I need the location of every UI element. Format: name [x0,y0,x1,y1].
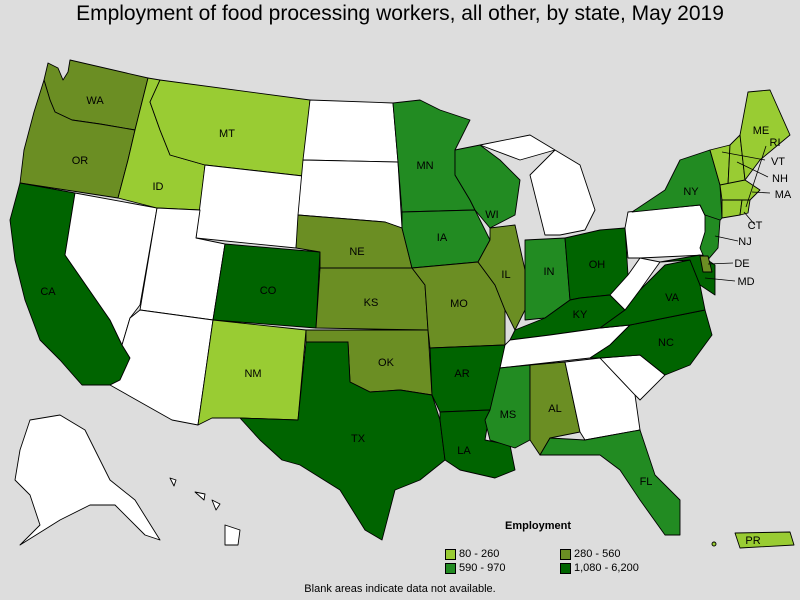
state-ct[interactable] [721,199,743,219]
state-ri[interactable] [739,199,751,216]
legend-swatch [560,548,571,560]
label-ne: NE [349,246,364,258]
label-mo: MO [450,298,468,310]
label-ar: AR [454,368,469,380]
label-ks: KS [364,297,379,309]
label-ct: CT [748,220,763,232]
state-mi[interactable] [479,134,596,236]
label-ky: KY [573,309,588,321]
label-co: CO [260,285,277,297]
legend-label: 590 - 970 [459,562,506,574]
label-md: MD [737,276,754,288]
label-nc: NC [658,337,674,349]
legend-title: Employment [505,520,572,532]
label-fl: FL [640,476,653,488]
state-ak[interactable] [14,414,161,546]
legend-item: 80 - 260 [445,548,499,560]
legend-swatch [445,562,456,574]
label-il: IL [501,269,510,281]
callout-lines [704,145,771,282]
state-de[interactable] [699,255,713,273]
legend-swatch [445,548,456,560]
label-vt: VT [771,156,785,168]
state-il[interactable] [477,224,526,331]
state-tx[interactable] [239,341,446,541]
label-ca: CA [40,286,56,298]
label-wi: WI [485,209,498,221]
label-nh: NH [772,173,788,185]
label-de: DE [734,258,749,270]
label-id: ID [153,181,164,193]
label-al: AL [548,403,561,415]
label-ny: NY [683,186,699,198]
state-nd[interactable] [302,99,399,163]
label-wa: WA [86,95,104,107]
label-ma: MA [775,189,792,201]
label-nm: NM [244,368,261,380]
map-title: Employment of food processing workers, a… [76,2,724,25]
label-pr: PR [745,535,760,547]
state-pr[interactable] [734,531,795,549]
legend-label: 80 - 260 [459,548,500,560]
state-hi[interactable] [169,477,241,546]
label-oh: OH [589,259,606,271]
state-fl[interactable] [539,429,681,536]
state-wy[interactable] [195,164,304,249]
state-nc[interactable] [589,309,713,376]
label-ok: OK [378,357,395,369]
legend-item: 280 - 560 [560,548,620,560]
label-va: VA [665,292,680,304]
label-in: IN [544,266,555,278]
legend-item: 1,080 - 6,200 [560,562,639,574]
label-nj: NJ [738,236,751,248]
label-me: ME [753,125,770,137]
label-ri: RI [770,137,781,149]
label-ia: IA [437,232,448,244]
label-ms: MS [500,409,517,421]
legend-item: 590 - 970 [445,562,505,574]
label-tx: TX [351,433,366,445]
legend-label: 1,080 - 6,200 [574,562,639,574]
legend-label: 280 - 560 [574,548,621,560]
state-wi[interactable] [454,144,521,229]
legend-swatch [560,562,571,574]
footnote: Blank areas indicate data not available. [304,583,496,595]
label-la: LA [457,445,471,457]
label-mt: MT [219,128,235,140]
label-or: OR [72,155,89,167]
label-mn: MN [416,160,433,172]
state-pa[interactable] [624,204,713,259]
state-pr-islet [711,541,717,547]
